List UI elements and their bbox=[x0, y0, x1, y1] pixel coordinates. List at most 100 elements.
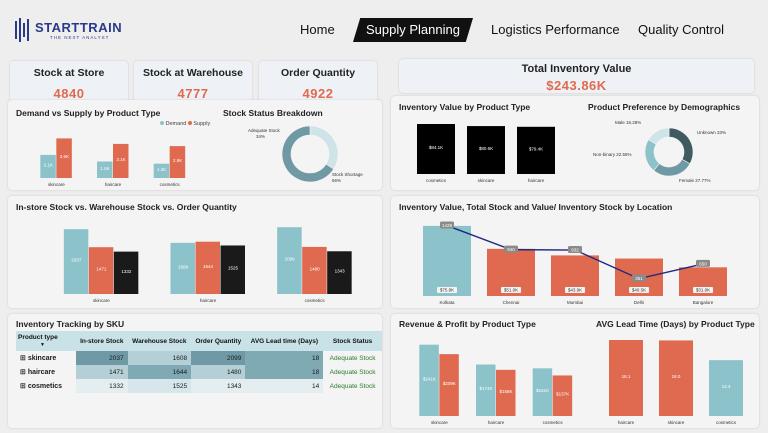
revenue-profit-chart: $241K $209K skincare $174K $156K haircare $161… bbox=[419, 344, 573, 425]
nav-logistics-performance[interactable]: Logistics Performance bbox=[491, 22, 620, 37]
tick-label: cosmetics bbox=[305, 298, 326, 303]
nav-supply-planning[interactable]: Supply Planning bbox=[353, 18, 473, 42]
data-label: $43.9K bbox=[568, 288, 582, 293]
slice-label: 34% bbox=[256, 134, 265, 139]
product-type-label: skincare bbox=[27, 355, 57, 362]
data-label: 2.1K bbox=[44, 162, 53, 167]
data-label: $137K bbox=[556, 392, 569, 397]
tick-label: Delhi bbox=[634, 300, 644, 305]
bar-skincare bbox=[659, 340, 693, 416]
product-type-cell[interactable]: ⊞ cosmetics bbox=[16, 379, 76, 393]
tick-label: Chennai bbox=[503, 300, 520, 305]
col-warehouse-stock[interactable]: Warehouse Stock bbox=[127, 331, 192, 351]
inventory-tracking-table: Product type ▼ In-store Stock Warehouse S… bbox=[16, 331, 382, 393]
tick-label: Mumbai bbox=[567, 300, 583, 305]
demand-supply-chart: 2.1K 3.6K skincare 1.5K 3.1K haircare 1.3K 2.9K… bbox=[40, 138, 186, 187]
legend-swatch-supply bbox=[187, 121, 192, 125]
panel-title-instore-warehouse: In-store Stock vs. Warehouse Stock vs. O… bbox=[16, 202, 237, 212]
tick-label: skincare bbox=[478, 178, 495, 183]
warehouse-cell: 1525 bbox=[127, 379, 192, 393]
bar-cosmetics-0 bbox=[532, 368, 553, 416]
product-type-cell[interactable]: ⊞ haircare bbox=[16, 365, 76, 379]
bar-haircare-0 bbox=[476, 364, 496, 416]
tick-label: cosmetics bbox=[160, 182, 181, 187]
data-label: 1332 bbox=[121, 269, 132, 274]
product-type-label: cosmetics bbox=[27, 383, 63, 390]
bar-haircare-1 bbox=[113, 143, 129, 178]
bar-haircare-0 bbox=[170, 242, 195, 294]
nav-home[interactable]: Home bbox=[300, 22, 335, 37]
status-cell: Adequate Stock bbox=[329, 354, 376, 362]
status-slice bbox=[281, 125, 335, 183]
data-label: 18.0 bbox=[672, 374, 681, 379]
col-stock-status[interactable]: Stock Status bbox=[323, 331, 382, 351]
data-label: 1525 bbox=[228, 266, 239, 271]
col-instore-stock[interactable]: In-store Stock bbox=[76, 331, 128, 351]
kpi-label: Stock at Warehouse bbox=[143, 67, 243, 79]
data-label-bg bbox=[693, 287, 713, 293]
tick-label: Kolkata bbox=[439, 300, 455, 305]
logo[interactable]: STARTTRAIN THE NEXT ANALYST bbox=[14, 15, 124, 45]
bar-haircare-1 bbox=[195, 241, 220, 294]
expand-icon[interactable]: ⊞ bbox=[20, 369, 28, 376]
slice-label: Unknown 33% bbox=[697, 130, 726, 135]
col-avg-lead-time[interactable]: AVG Lead time (Days) bbox=[245, 331, 324, 351]
data-label: $209K bbox=[443, 381, 456, 386]
data-label: $84.1K bbox=[429, 145, 443, 150]
line-label: 650 bbox=[699, 261, 707, 266]
line-label-bg bbox=[568, 246, 582, 254]
tick-label: skincare bbox=[668, 420, 685, 425]
kpi-label: Total Inventory Value bbox=[521, 63, 632, 75]
line-label: 1428 bbox=[442, 223, 453, 228]
kpi-stock-at-warehouse: Stock at Warehouse 4777 bbox=[134, 61, 252, 103]
bar-cosmetics-0 bbox=[153, 163, 170, 178]
table-row: ⊞ haircare 1471 1644 1480 18 Adequate St… bbox=[16, 365, 382, 379]
col-order-quantity[interactable]: Order Quantity bbox=[191, 331, 246, 351]
panel-title-tracking: Inventory Tracking by SKU bbox=[16, 319, 125, 329]
line-label-bg bbox=[440, 221, 454, 229]
data-label: 3.6K bbox=[60, 154, 69, 159]
product-type-label: haircare bbox=[27, 369, 56, 376]
data-label: $156K bbox=[499, 389, 512, 394]
data-label: 2099 bbox=[285, 257, 296, 262]
col-label: Product type bbox=[18, 334, 58, 341]
bar-cosmetics-0 bbox=[277, 227, 302, 294]
legend-supply: Supply bbox=[193, 121, 211, 127]
data-label: $31.0K bbox=[696, 288, 710, 293]
data-label: 1343 bbox=[335, 269, 346, 274]
lead-cell: 18 bbox=[245, 351, 324, 365]
nav-quality-control[interactable]: Quality Control bbox=[638, 22, 724, 37]
instore-cell: 2037 bbox=[76, 351, 128, 365]
panel-inventory-value-demographics: Inventory Value by Product Type Product … bbox=[391, 96, 759, 190]
bar-skincare-2 bbox=[113, 251, 139, 294]
tick-label: haircare bbox=[618, 420, 635, 425]
tick-label: haircare bbox=[488, 420, 505, 425]
data-label: 1.5K bbox=[100, 166, 109, 171]
data-label: $174K bbox=[479, 386, 492, 391]
status-cell: Adequate Stock bbox=[329, 368, 376, 376]
col-product-type[interactable]: Product type ▼ bbox=[16, 331, 76, 351]
bar-haircare-0 bbox=[97, 161, 113, 178]
product-type-cell[interactable]: ⊞ skincare bbox=[16, 351, 76, 365]
data-label: 1471 bbox=[96, 267, 107, 272]
expand-icon[interactable]: ⊞ bbox=[20, 383, 28, 390]
data-label: 13.3 bbox=[722, 384, 731, 389]
logo-subtitle: THE NEXT ANALYST bbox=[50, 35, 110, 40]
panel-instore-warehouse-order: In-store Stock vs. Warehouse Stock vs. O… bbox=[8, 196, 382, 308]
kpi-order-quantity: Order Quantity 4922 bbox=[259, 61, 377, 103]
instore-cell: 1332 bbox=[76, 379, 128, 393]
expand-icon[interactable]: ⊞ bbox=[20, 355, 28, 362]
data-label: 1.3K bbox=[157, 167, 166, 172]
bar-skincare-1 bbox=[439, 354, 459, 416]
logo-text: STARTTRAIN bbox=[35, 20, 123, 35]
demo-slice bbox=[648, 127, 670, 145]
data-label: $161K bbox=[536, 388, 549, 393]
kpi-label: Stock at Store bbox=[33, 67, 105, 79]
table-header-row: Product type ▼ In-store Stock Warehouse S… bbox=[16, 331, 382, 351]
bar-skincare bbox=[467, 126, 505, 174]
panel-revenue-lead-time: Revenue & Profit by Product Type AVG Lea… bbox=[391, 314, 759, 428]
sort-desc-icon[interactable]: ▼ bbox=[40, 342, 45, 348]
tick-label: Bangalore bbox=[693, 300, 714, 305]
logo-mark-icon bbox=[15, 18, 29, 42]
